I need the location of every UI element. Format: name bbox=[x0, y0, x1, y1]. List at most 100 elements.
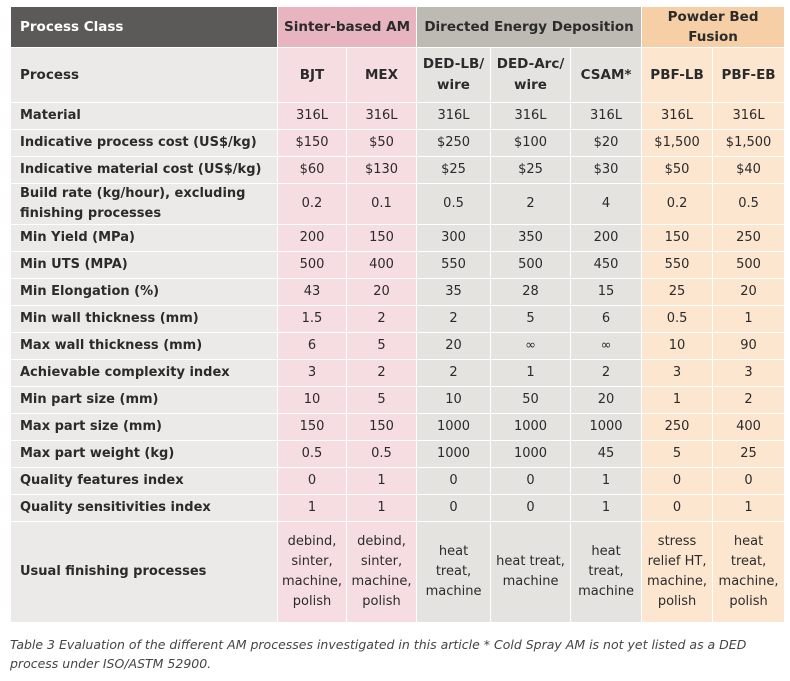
table-cell: 2 bbox=[345, 359, 418, 387]
row-label: Min part size (mm) bbox=[10, 386, 278, 414]
table-cell: 150 bbox=[641, 224, 714, 252]
table-cell: 50 bbox=[490, 386, 572, 414]
table-cell: 20 bbox=[712, 278, 786, 306]
table-row: Min Yield (MPa) 200 150 300 350 200 150 250 bbox=[10, 224, 786, 252]
table-cell: 0.5 bbox=[712, 183, 786, 225]
table-cell: 300 bbox=[416, 224, 492, 252]
table-row: Usual finishing processes debind, sinter,… bbox=[10, 521, 786, 623]
table-cell: 0 bbox=[641, 467, 714, 495]
process-header-cell: DED-LB/ wire bbox=[416, 47, 492, 103]
table-cell: 25 bbox=[641, 278, 714, 306]
table-cell: 250 bbox=[641, 413, 714, 441]
table-cell: 1000 bbox=[416, 413, 492, 441]
table-cell: 0.5 bbox=[277, 440, 347, 468]
table-cell: $100 bbox=[490, 129, 572, 157]
row-label: Build rate (kg/hour), excluding finishin… bbox=[10, 183, 278, 225]
table-cell: ∞ bbox=[570, 332, 643, 360]
table-cell: $1,500 bbox=[641, 129, 714, 157]
table-row: Quality features index 0 1 0 0 1 0 0 bbox=[10, 467, 786, 495]
process-header-cell: BJT bbox=[277, 47, 347, 103]
table-cell: 316L bbox=[641, 102, 714, 130]
table-cell: 5 bbox=[345, 332, 418, 360]
process-header-cell: MEX bbox=[345, 47, 418, 103]
table-cell: $1,500 bbox=[712, 129, 786, 157]
table-cell: 5 bbox=[490, 305, 572, 333]
table-cell: 2 bbox=[345, 305, 418, 333]
table-cell: 0.5 bbox=[641, 305, 714, 333]
table-cell: 500 bbox=[277, 251, 347, 279]
table-cell: ∞ bbox=[490, 332, 572, 360]
group-sinter-based-am: Sinter-based AM bbox=[276, 6, 418, 48]
process-header-cell: PBF-LB bbox=[641, 47, 714, 103]
row-label: Max part weight (kg) bbox=[10, 440, 278, 468]
process-header-cell: PBF-EB bbox=[712, 47, 786, 103]
table-cell: 25 bbox=[712, 440, 786, 468]
table-cell: 550 bbox=[416, 251, 492, 279]
table-cell: 0.5 bbox=[345, 440, 418, 468]
table-cell: $50 bbox=[641, 156, 714, 184]
table-cell: $20 bbox=[570, 129, 643, 157]
process-header-cell: CSAM* bbox=[570, 47, 643, 103]
table-row: Achievable complexity index 3 2 2 1 2 3 3 bbox=[10, 359, 786, 387]
table-cell: $50 bbox=[345, 129, 418, 157]
table-row: Min part size (mm) 10 5 10 50 20 1 2 bbox=[10, 386, 786, 414]
table-cell: 150 bbox=[345, 224, 418, 252]
table-cell: 35 bbox=[416, 278, 492, 306]
row-label: Quality sensitivities index bbox=[10, 494, 278, 522]
table-cell: 350 bbox=[490, 224, 572, 252]
table-cell: 150 bbox=[277, 413, 347, 441]
table-cell: 90 bbox=[712, 332, 786, 360]
table-cell: 10 bbox=[641, 332, 714, 360]
group-directed-energy-deposition: Directed Energy Deposition bbox=[416, 6, 643, 48]
row-label: Min Elongation (%) bbox=[10, 278, 278, 306]
table-cell: 316L bbox=[490, 102, 572, 130]
table-cell: 250 bbox=[712, 224, 786, 252]
table-cell: 1 bbox=[277, 494, 347, 522]
process-header-cell: DED-Arc/ wire bbox=[490, 47, 572, 103]
row-label: Material bbox=[10, 102, 278, 130]
process-label: Process bbox=[10, 47, 278, 103]
table-cell: 28 bbox=[490, 278, 572, 306]
table-cell: 20 bbox=[345, 278, 418, 306]
table-cell: 400 bbox=[712, 413, 786, 441]
table-cell: 0.5 bbox=[416, 183, 492, 225]
table-cell: 450 bbox=[570, 251, 643, 279]
process-header-row: Process BJT MEX DED-LB/ wire DED-Arc/ wire CS… bbox=[10, 47, 786, 103]
table-cell: $250 bbox=[416, 129, 492, 157]
table-cell: 0 bbox=[490, 467, 572, 495]
table-cell: $30 bbox=[570, 156, 643, 184]
table-cell: $150 bbox=[277, 129, 347, 157]
table-cell: 1000 bbox=[490, 440, 572, 468]
table-row: Build rate (kg/hour), excluding finishin… bbox=[10, 183, 786, 225]
table-cell: 20 bbox=[570, 386, 643, 414]
table-cell: 316L bbox=[570, 102, 643, 130]
table-cell: heat treat, machine bbox=[570, 521, 643, 623]
group-powder-bed-fusion: Powder Bed Fusion bbox=[641, 6, 786, 48]
table-cell: debind, sinter, machine, polish bbox=[277, 521, 347, 623]
table-cell: 10 bbox=[416, 386, 492, 414]
row-label: Max part size (mm) bbox=[10, 413, 278, 441]
table-cell: $25 bbox=[490, 156, 572, 184]
table-cell: 200 bbox=[570, 224, 643, 252]
row-label: Usual finishing processes bbox=[10, 521, 278, 623]
table-cell: 2 bbox=[570, 359, 643, 387]
table-cell: 0 bbox=[277, 467, 347, 495]
table-cell: 3 bbox=[277, 359, 347, 387]
table-cell: $60 bbox=[277, 156, 347, 184]
table-row: Max wall thickness (mm) 6 5 20 ∞ ∞ 10 90 bbox=[10, 332, 786, 360]
table-cell: debind, sinter, machine, polish bbox=[345, 521, 418, 623]
table-row: Max part size (mm) 150 150 1000 1000 1000 250 4… bbox=[10, 413, 786, 441]
table-cell: 1 bbox=[345, 467, 418, 495]
table-row: Min UTS (MPA) 500 400 550 500 450 550 500 bbox=[10, 251, 786, 279]
table-cell: 316L bbox=[712, 102, 786, 130]
table-cell: $25 bbox=[416, 156, 492, 184]
row-label: Achievable complexity index bbox=[10, 359, 278, 387]
table-cell: 150 bbox=[345, 413, 418, 441]
table-cell: 1000 bbox=[490, 413, 572, 441]
am-process-table: Process Class Sinter-based AM Directed E… bbox=[10, 6, 786, 623]
table-cell: 200 bbox=[277, 224, 347, 252]
table-cell: 316L bbox=[277, 102, 347, 130]
table-cell: 1 bbox=[570, 467, 643, 495]
table-cell: 1 bbox=[712, 305, 786, 333]
table-cell: 0 bbox=[490, 494, 572, 522]
